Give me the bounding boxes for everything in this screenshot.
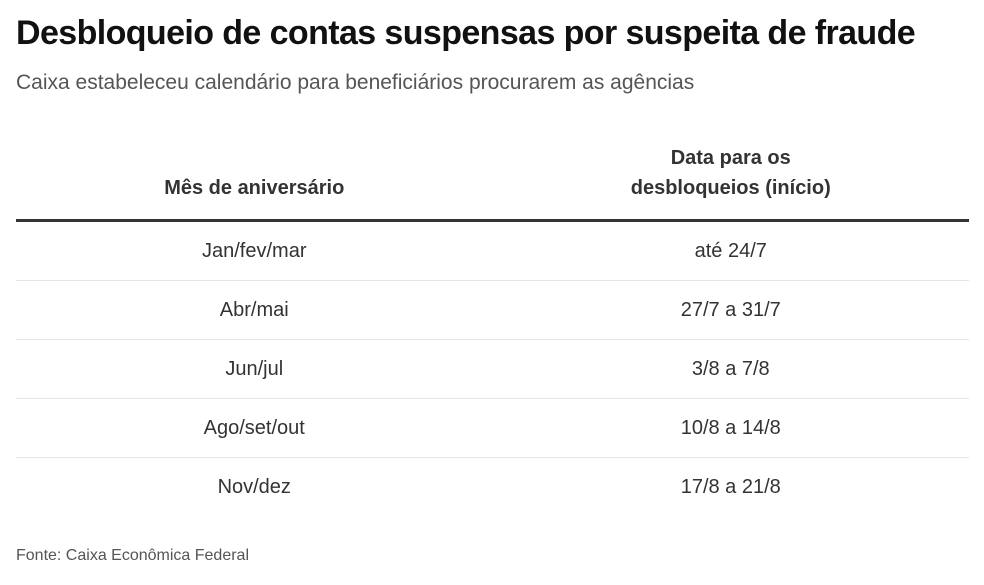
chart-subtitle: Caixa estabeleceu calendário para benefi… — [16, 71, 695, 94]
cell-birth-month: Jan/fev/mar — [202, 239, 307, 262]
cell-unlock-date: 17/8 a 21/8 — [680, 475, 781, 498]
cell-unlock-date: 10/8 a 14/8 — [680, 416, 781, 439]
cell-birth-month: Ago/set/out — [203, 416, 305, 439]
cell-birth-month: Jun/jul — [225, 357, 284, 380]
cell-birth-month: Nov/dez — [217, 475, 291, 498]
cell-unlock-date: 27/7 a 31/7 — [680, 298, 781, 321]
chart-title: Desbloqueio de contas suspensas por susp… — [16, 14, 916, 52]
schedule-table: Mês de aniversário Data para os desbloqu… — [16, 140, 969, 516]
table-row: Nov/dez 17/8 a 21/8 — [16, 458, 969, 516]
table-row: Abr/mai 27/7 a 31/7 — [16, 281, 969, 340]
table-row: Jun/jul 3/8 a 7/8 — [16, 340, 969, 399]
cell-unlock-date: até 24/7 — [694, 239, 767, 262]
cell-birth-month: Abr/mai — [219, 298, 289, 321]
table-row: Ago/set/out 10/8 a 14/8 — [16, 399, 969, 458]
column-header-birth-month: Mês de aniversário — [164, 177, 345, 199]
table-header: Mês de aniversário Data para os desbloqu… — [16, 140, 969, 222]
column-header-unlock-date: Data para os desbloqueios (início) — [630, 147, 831, 199]
table-row: Jan/fev/mar até 24/7 — [16, 222, 969, 281]
source-note: Fonte: Caixa Econômica Federal — [16, 547, 249, 564]
cell-unlock-date: 3/8 a 7/8 — [691, 357, 770, 380]
